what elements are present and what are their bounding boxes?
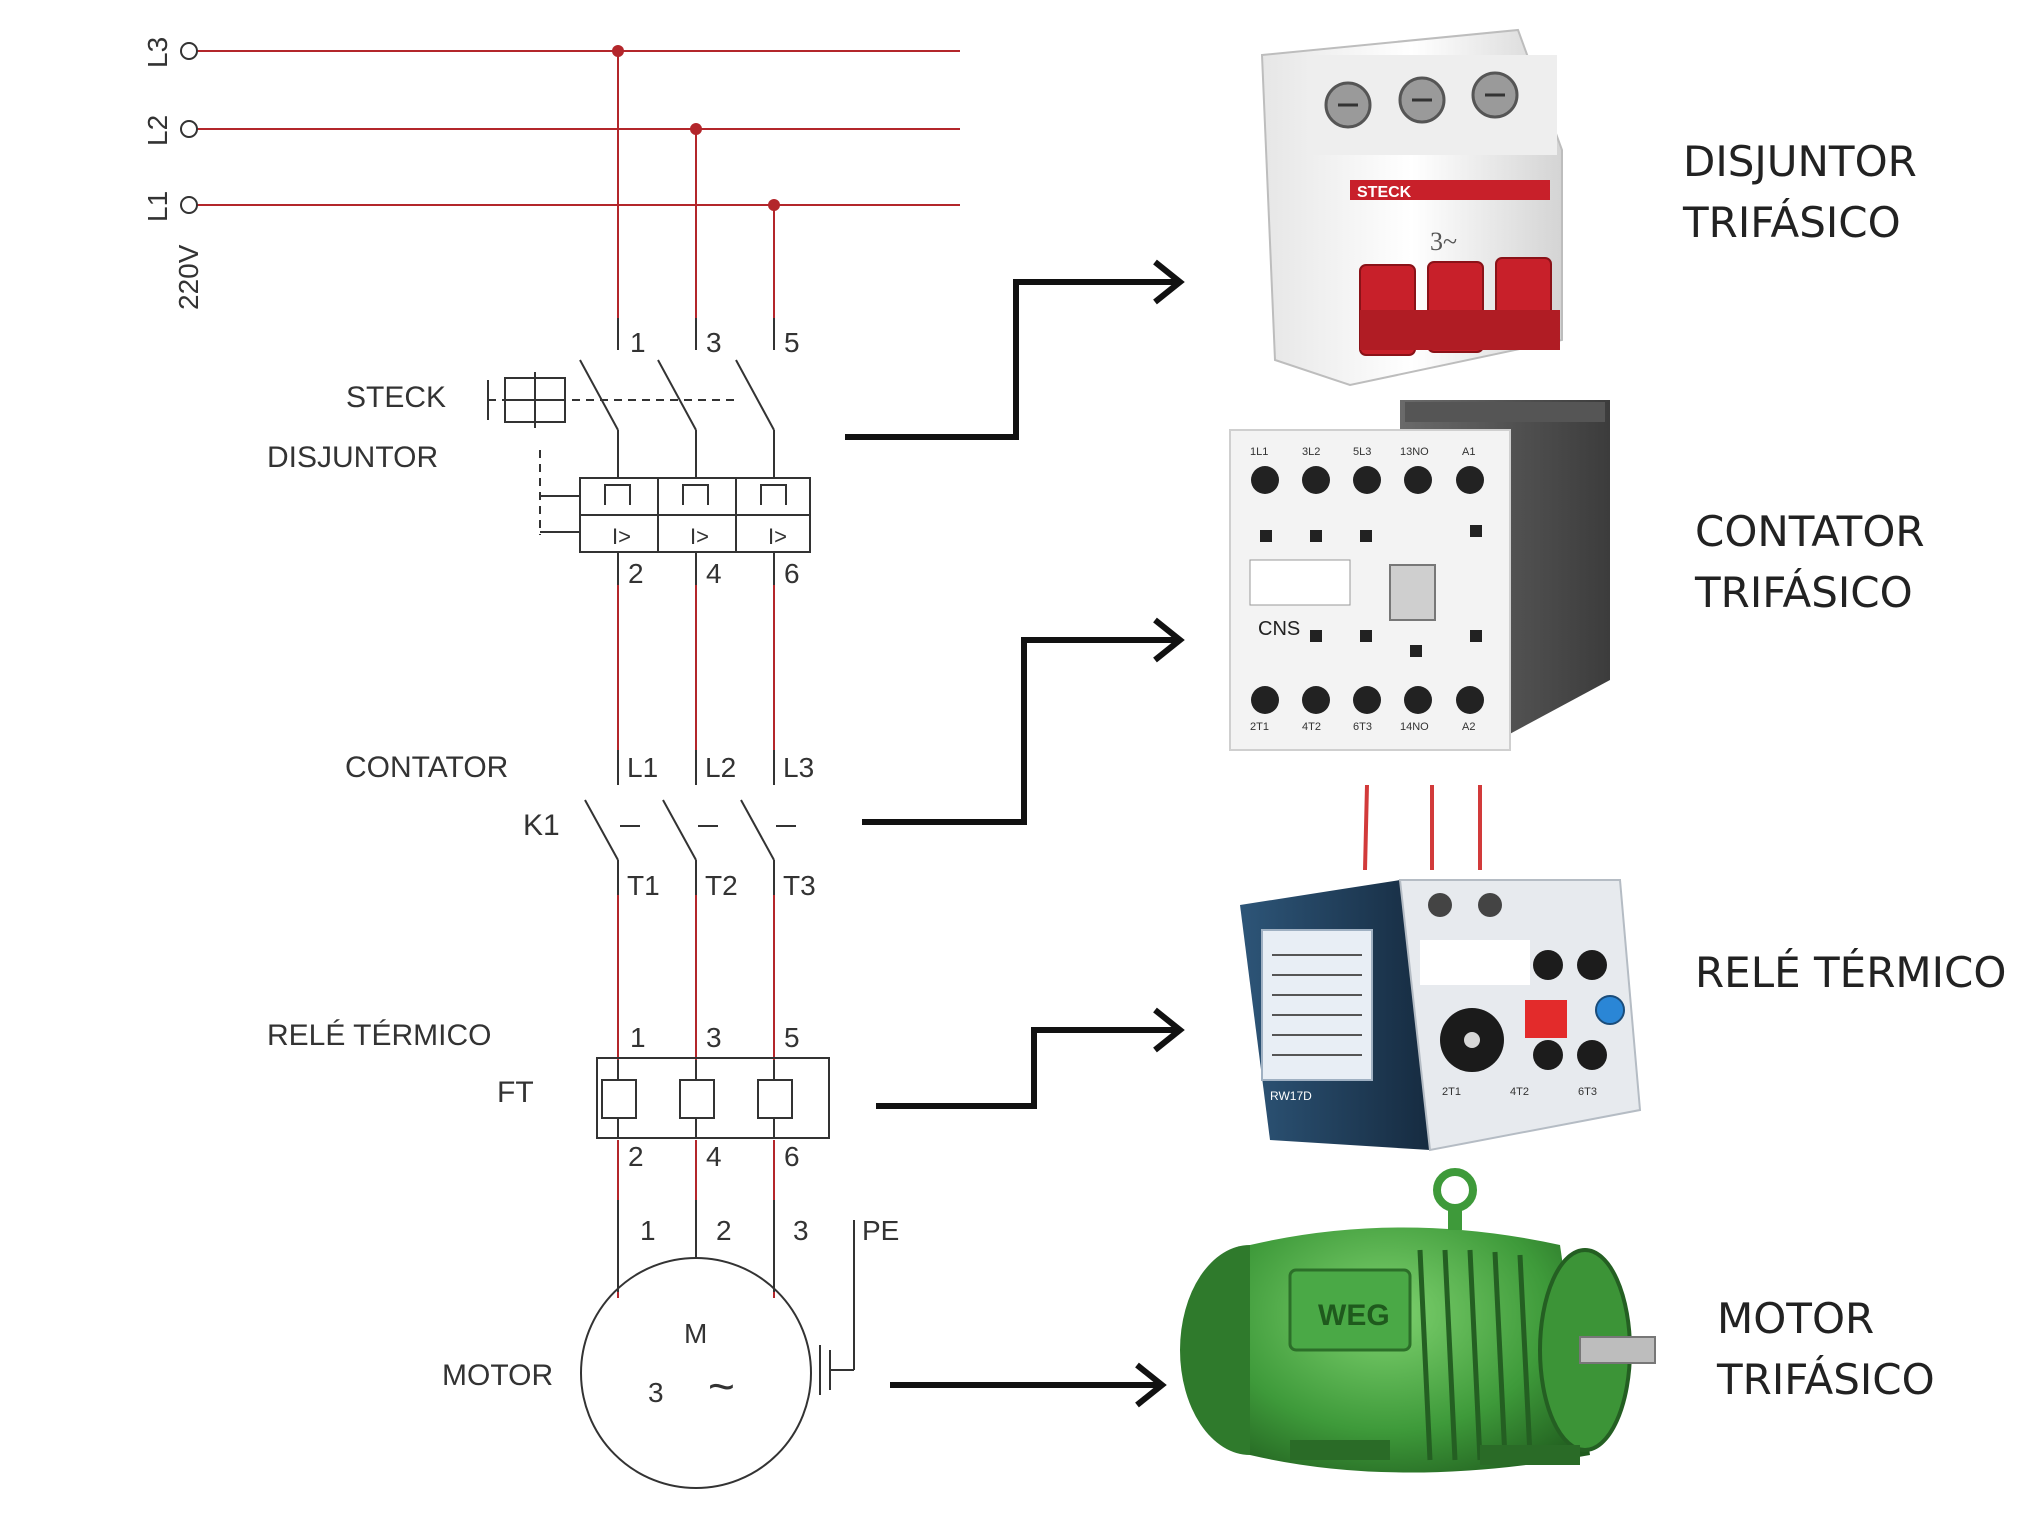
motor-photo: WEG <box>1180 1168 1656 1473</box>
contactor-photo-t4: 13NO <box>1400 446 1429 458</box>
svg-text:I>: I> <box>690 524 709 549</box>
contactor-terminal-l2: L2 <box>705 752 736 783</box>
contactor-photo-b3: 6T3 <box>1353 721 1372 733</box>
label-l3: L3 <box>142 37 173 68</box>
arrow-relay <box>876 1027 1180 1109</box>
caption-breaker-line2: TRIFÁSICO <box>1682 197 1901 247</box>
breaker-photo-rating: 3~ <box>1430 227 1457 256</box>
relay-terminal-6: 6 <box>784 1141 800 1172</box>
arrows <box>845 259 1185 1408</box>
contactor-tag-label: K1 <box>523 809 560 842</box>
breaker-brand-label: STECK <box>346 381 446 414</box>
caption-contactor-line1: CONTATOR <box>1695 507 1925 556</box>
label-voltage: 220V <box>173 244 204 310</box>
contactor-terminal-t1: T1 <box>627 870 660 901</box>
relay-photo-model: RW17D <box>1270 1089 1312 1103</box>
breaker-name-label: DISJUNTOR <box>267 441 438 474</box>
motor-terminal-1: 1 <box>640 1215 656 1246</box>
relay-terminal-3: 3 <box>706 1022 722 1053</box>
contactor-photo-t2: 3L2 <box>1302 446 1320 458</box>
contactor-terminal-t2: T2 <box>705 870 738 901</box>
contactor-terminal-l3: L3 <box>783 752 814 783</box>
relay-terminal-4: 4 <box>706 1141 722 1172</box>
caption-motor-line1: MOTOR <box>1717 1294 1874 1343</box>
relay-name-label: RELÉ TÉRMICO <box>267 1019 492 1052</box>
label-l1: L1 <box>142 191 173 222</box>
breaker-terminal-3: 3 <box>706 327 722 358</box>
caption-contactor-line2: TRIFÁSICO <box>1694 567 1913 617</box>
relay-terminal-1: 1 <box>630 1022 646 1053</box>
motor-photo-brand: WEG <box>1318 1299 1390 1332</box>
relay-tag-label: FT <box>497 1076 534 1109</box>
relay-photo: RW17D 2T1 4T2 6T3 <box>1240 784 1642 1152</box>
arrow-contactor <box>862 637 1180 825</box>
terminal-l3-icon <box>180 42 198 60</box>
contactor-terminal-l1: L1 <box>627 752 658 783</box>
motor-symbol <box>580 1200 855 1489</box>
breaker-photo: STECK 3~ <box>1260 28 1563 387</box>
contactor-photo-t3: 5L3 <box>1353 446 1371 458</box>
contactor-photo: 1L1 3L2 5L3 13NO A1 2T1 4T2 6T3 14NO A2 … <box>1229 400 1610 751</box>
contactor-photo-b2: 4T2 <box>1302 721 1321 733</box>
relay-terminal-5: 5 <box>784 1022 800 1053</box>
supply-lines: L3 L2 L1 220V <box>142 37 960 310</box>
contactor-photo-t1: 1L1 <box>1250 446 1268 458</box>
vertical-wires <box>617 51 775 1298</box>
svg-text:I>: I> <box>612 524 631 549</box>
motor-terminal-2: 2 <box>716 1215 732 1246</box>
relay-symbol <box>596 1057 830 1139</box>
terminal-l1-icon <box>180 196 198 214</box>
caption-motor-line2: TRIFÁSICO <box>1716 1354 1935 1404</box>
motor-symbol-m: M <box>684 1318 707 1349</box>
motor-name-label: MOTOR <box>442 1359 553 1392</box>
caption-breaker-line1: DISJUNTOR <box>1683 137 1917 186</box>
motor-earth-label: PE <box>862 1215 899 1246</box>
breaker-symbol: I> I> I> <box>487 318 811 585</box>
breaker-terminal-1: 1 <box>630 327 646 358</box>
breaker-terminal-2: 2 <box>628 558 644 589</box>
breaker-terminal-4: 4 <box>706 558 722 589</box>
contactor-photo-b1: 2T1 <box>1250 721 1269 733</box>
breaker-terminal-5: 5 <box>784 327 800 358</box>
contactor-photo-b5: A2 <box>1462 721 1475 733</box>
relay-terminal-2: 2 <box>628 1141 644 1172</box>
terminal-l2-icon <box>180 120 198 138</box>
caption-relay-line1: RELÉ TÉRMICO <box>1695 947 2006 997</box>
contactor-name-label: CONTATOR <box>345 751 508 784</box>
contactor-photo-t5: A1 <box>1462 446 1475 458</box>
relay-photo-b2: 4T2 <box>1510 1086 1529 1098</box>
relay-photo-b1: 2T1 <box>1442 1086 1461 1098</box>
arrow-breaker <box>845 279 1180 440</box>
label-l2: L2 <box>142 115 173 146</box>
relay-photo-b3: 6T3 <box>1578 1086 1597 1098</box>
contactor-photo-brand: CNS <box>1258 618 1300 640</box>
motor-symbol-phase: 3 <box>648 1377 664 1408</box>
contactor-symbol <box>584 750 796 895</box>
breaker-photo-brand: STECK <box>1357 184 1412 201</box>
captions: DISJUNTOR TRIFÁSICO CONTATOR TRIFÁSICO R… <box>1682 137 2006 1404</box>
motor-terminal-3: 3 <box>793 1215 809 1246</box>
contactor-terminal-t3: T3 <box>783 870 816 901</box>
motor-symbol-ac: ~ <box>708 1360 735 1412</box>
svg-text:I>: I> <box>768 524 787 549</box>
contactor-photo-b4: 14NO <box>1400 721 1429 733</box>
breaker-terminal-6: 6 <box>784 558 800 589</box>
